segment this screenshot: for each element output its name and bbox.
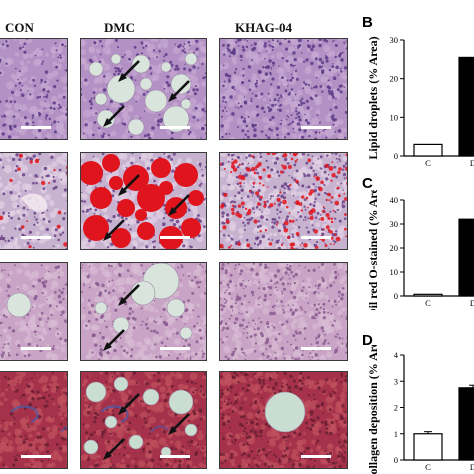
oil-red-chart: Oil red O-stained (% Area) 0 10 20 30 40 C D bbox=[366, 190, 474, 310]
micrograph-r4-con bbox=[0, 371, 68, 469]
bar-d bbox=[458, 56, 474, 157]
y-axis-label: Collagen deposition (% Area) bbox=[366, 345, 380, 474]
column-label-dmc: DMC bbox=[104, 20, 136, 35]
x-tick-label: C bbox=[425, 298, 431, 308]
micrograph-r3-khag-04 bbox=[219, 262, 348, 361]
micrograph-r4-khag-04 bbox=[219, 371, 348, 469]
y-tick-label: 2 bbox=[394, 403, 398, 413]
y-tick-label: 1 bbox=[394, 429, 398, 439]
micrograph-r4-dmc bbox=[80, 371, 207, 469]
collagen-chart: Collagen deposition (% Area) 0 1 2 3 4 C D bbox=[366, 345, 474, 474]
bar-c bbox=[413, 143, 443, 157]
lipid-droplet-chart: Lipid droplets (% Area) 0 10 20 30 C D bbox=[366, 35, 474, 168]
y-tick-label: 3 bbox=[394, 376, 398, 386]
panel-letter-b: B bbox=[362, 14, 373, 31]
y-axis-label: Oil red O-stained (% Area) bbox=[366, 190, 380, 310]
y-tick-label: 4 bbox=[394, 350, 399, 360]
micrograph-r1-khag-04 bbox=[219, 38, 348, 140]
y-tick-label: 40 bbox=[390, 195, 399, 205]
micrograph-r2-khag-04 bbox=[219, 152, 348, 250]
x-tick-label: D bbox=[470, 158, 474, 168]
column-label-con: CON bbox=[5, 20, 34, 35]
y-tick-label: 30 bbox=[390, 219, 399, 229]
y-tick-label: 0 bbox=[394, 151, 398, 161]
x-tick-label: C bbox=[425, 158, 431, 168]
x-tick-label: D bbox=[470, 462, 474, 472]
y-tick-label: 10 bbox=[390, 267, 399, 277]
panel-letter-d: D bbox=[362, 332, 373, 349]
y-tick-label: 20 bbox=[390, 74, 399, 84]
y-tick-label: 0 bbox=[394, 291, 398, 301]
y-axis-label: Lipid droplets (% Area) bbox=[366, 36, 380, 159]
micrograph-r2-con bbox=[0, 152, 68, 250]
micrograph-r3-dmc bbox=[80, 262, 207, 361]
bar-d bbox=[458, 387, 474, 461]
x-tick-label: D bbox=[470, 298, 474, 308]
panel-letter-c: C bbox=[362, 175, 373, 192]
bar-d bbox=[458, 218, 474, 297]
micrograph-r1-con bbox=[0, 38, 68, 140]
bar-c bbox=[413, 293, 443, 297]
micrograph-r1-dmc bbox=[80, 38, 207, 140]
y-tick-label: 30 bbox=[390, 35, 399, 45]
micrograph-r2-dmc bbox=[80, 152, 207, 250]
y-tick-label: 0 bbox=[394, 455, 398, 465]
bar-c bbox=[413, 433, 443, 461]
x-tick-label: C bbox=[425, 462, 431, 472]
column-label-khag: KHAG-04 bbox=[235, 20, 293, 35]
y-tick-label: 20 bbox=[390, 243, 399, 253]
micrograph-r3-con bbox=[0, 262, 68, 361]
y-tick-label: 10 bbox=[390, 112, 399, 122]
